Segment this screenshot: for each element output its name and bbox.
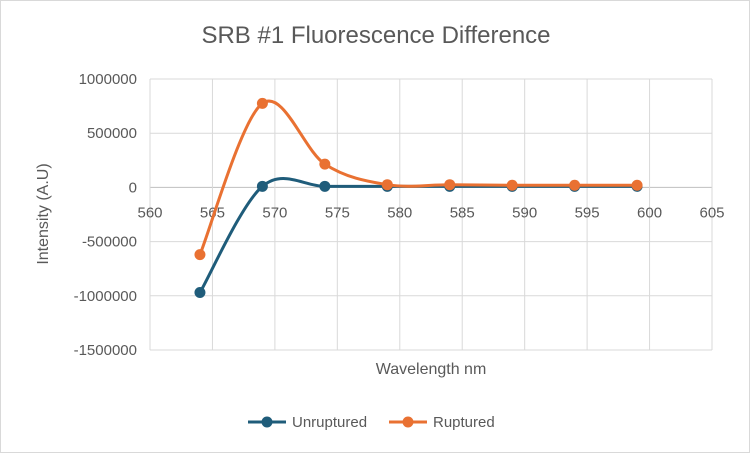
x-tick-label: 590 bbox=[512, 204, 537, 221]
y-tick-label: 500000 bbox=[87, 125, 137, 142]
data-point bbox=[444, 179, 456, 191]
y-tick-label: -1500000 bbox=[74, 342, 137, 359]
tick-labels: 1000000 500000 0 -500000 -1000000 -1500000 560… bbox=[74, 71, 725, 359]
y-tick-label: 0 bbox=[129, 179, 137, 196]
legend: Unruptured Ruptured bbox=[248, 414, 495, 431]
x-axis-title: Wavelength nm bbox=[376, 361, 487, 378]
gridlines bbox=[149, 78, 713, 351]
x-tick-label: 565 bbox=[200, 204, 225, 221]
data-point bbox=[319, 180, 331, 192]
data-point bbox=[194, 249, 206, 261]
x-tick-label: 595 bbox=[575, 204, 600, 221]
data-point bbox=[506, 179, 518, 191]
legend-item: Unruptured bbox=[248, 414, 367, 431]
series-line bbox=[198, 99, 638, 256]
chart-title: SRB #1 Fluorescence Difference bbox=[201, 22, 550, 49]
legend-marker bbox=[261, 416, 273, 428]
x-tick-label: 600 bbox=[637, 204, 662, 221]
y-tick-label: 1000000 bbox=[79, 71, 137, 88]
data-point bbox=[256, 97, 268, 109]
y-tick-label: -1000000 bbox=[74, 288, 137, 305]
data-point bbox=[256, 180, 268, 192]
x-tick-label: 575 bbox=[325, 204, 350, 221]
x-tick-label: 585 bbox=[450, 204, 475, 221]
series-line bbox=[198, 176, 638, 294]
legend-label: Ruptured bbox=[433, 414, 495, 431]
x-tick-label: 580 bbox=[387, 204, 412, 221]
x-tick-label: 605 bbox=[699, 204, 724, 221]
data-point bbox=[569, 179, 581, 191]
legend-item: Ruptured bbox=[389, 414, 495, 431]
series-layer bbox=[194, 97, 643, 299]
y-tick-label: -500000 bbox=[82, 234, 137, 251]
x-tick-label: 570 bbox=[262, 204, 287, 221]
legend-marker bbox=[402, 416, 414, 428]
series-unruptured bbox=[194, 176, 643, 299]
data-point bbox=[319, 158, 331, 170]
data-point bbox=[381, 179, 393, 191]
y-axis-title: Intensity (A.U) bbox=[35, 163, 52, 264]
legend-label: Unruptured bbox=[292, 414, 367, 431]
series-ruptured bbox=[194, 97, 643, 261]
x-tick-label: 560 bbox=[137, 204, 162, 221]
data-point bbox=[194, 287, 206, 299]
data-point bbox=[631, 179, 643, 191]
